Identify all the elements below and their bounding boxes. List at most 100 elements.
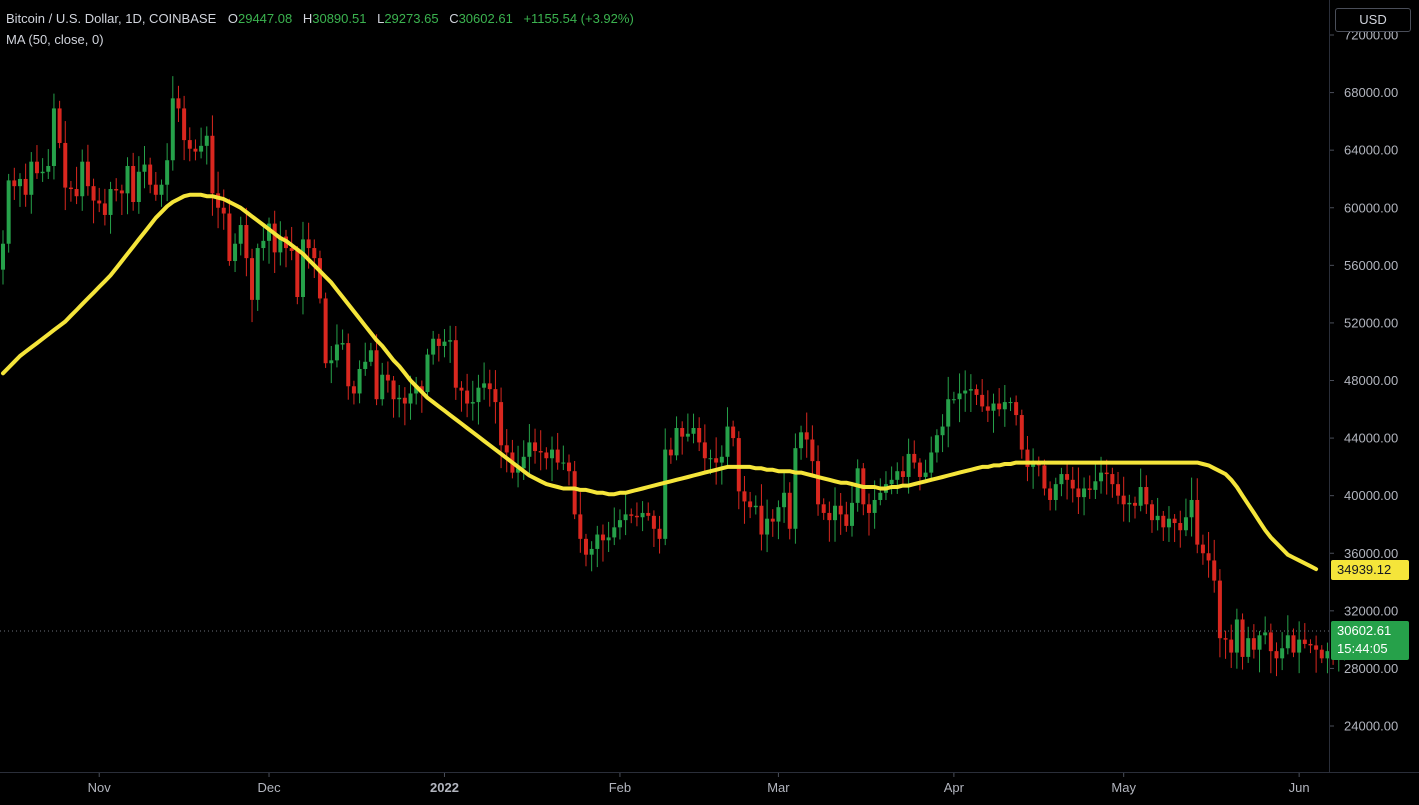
indicator-row[interactable]: MA (50, close, 0) xyxy=(6,29,641,50)
candle-body xyxy=(550,449,555,459)
candle xyxy=(957,373,962,423)
candle xyxy=(504,429,509,473)
candle xyxy=(216,171,221,229)
candle xyxy=(153,171,158,201)
candle-body xyxy=(1116,484,1121,496)
candle-body xyxy=(210,135,215,194)
y-tick-label: 28000.00 xyxy=(1344,661,1398,676)
candle xyxy=(425,348,430,398)
candle xyxy=(165,143,170,202)
candle xyxy=(1263,616,1268,645)
candle xyxy=(419,380,424,413)
candle-body xyxy=(663,449,668,539)
candle-body xyxy=(482,383,487,388)
candle xyxy=(578,492,583,553)
candle xyxy=(1319,645,1324,664)
candle-body xyxy=(1104,472,1109,475)
candle-body xyxy=(448,340,453,342)
candle xyxy=(1025,435,1030,482)
candle xyxy=(533,428,538,464)
candle-body xyxy=(1268,632,1273,652)
candle xyxy=(402,387,407,426)
candle-body xyxy=(68,187,73,190)
candle xyxy=(1223,630,1228,659)
candle-body xyxy=(782,492,787,508)
candle xyxy=(176,85,181,123)
candle-body xyxy=(476,387,481,403)
candle xyxy=(1053,477,1058,511)
symbol-title[interactable]: Bitcoin / U.S. Dollar, 1D, COINBASE xyxy=(6,11,217,26)
candle xyxy=(963,370,968,412)
y-tick-label: 24000.00 xyxy=(1344,719,1398,734)
candle-body xyxy=(787,492,792,529)
candle xyxy=(816,445,821,516)
candle-body xyxy=(714,458,719,463)
candle xyxy=(340,329,345,350)
candle-body xyxy=(238,225,243,244)
candle xyxy=(470,380,475,421)
candle xyxy=(555,432,560,470)
indicator-title[interactable]: MA (50, close, 0) xyxy=(6,32,104,47)
candle-body xyxy=(414,386,419,394)
x-tick-label: May xyxy=(1111,780,1136,795)
candle xyxy=(374,334,379,406)
candle xyxy=(1116,471,1121,505)
candle xyxy=(74,166,79,205)
candle xyxy=(583,533,588,567)
candle-body xyxy=(872,499,877,513)
candle xyxy=(391,376,396,418)
candle-body xyxy=(697,428,702,443)
candle xyxy=(1280,632,1285,671)
candle-body xyxy=(289,248,294,251)
candle-body xyxy=(833,505,838,521)
x-tick-label: Nov xyxy=(88,780,112,795)
candle-body xyxy=(1166,518,1171,528)
candle xyxy=(170,76,175,171)
x-tick-label: Dec xyxy=(257,780,281,795)
candle-body xyxy=(142,164,147,172)
candle-body xyxy=(402,397,407,404)
candle-body xyxy=(640,512,645,518)
candle xyxy=(1183,498,1188,537)
candle xyxy=(946,376,951,448)
candle-body xyxy=(646,512,651,516)
candle xyxy=(12,167,17,200)
candle-body xyxy=(980,394,985,407)
y-tick-label: 48000.00 xyxy=(1344,373,1398,388)
candle xyxy=(102,188,107,226)
candle xyxy=(295,246,300,305)
candle-body xyxy=(589,548,594,555)
low-value: 29273.65 xyxy=(384,11,439,26)
candle xyxy=(731,420,736,447)
candle xyxy=(1314,635,1319,673)
candle xyxy=(482,362,487,400)
candle xyxy=(1246,626,1251,663)
candle-body xyxy=(1280,648,1285,659)
candle xyxy=(51,93,56,180)
candle-body xyxy=(1076,488,1081,498)
y-tick-label: 32000.00 xyxy=(1344,603,1398,618)
candle xyxy=(57,100,62,149)
currency-button[interactable]: USD xyxy=(1335,8,1411,32)
candle-body xyxy=(1206,553,1211,561)
candle xyxy=(368,342,373,367)
candle xyxy=(414,376,419,405)
candle-body xyxy=(850,502,854,526)
candle-body xyxy=(866,504,871,513)
last-price-tag: 30602.61 15:44:05 xyxy=(1331,621,1409,660)
candle-body xyxy=(233,243,238,262)
candle xyxy=(1110,467,1115,498)
candle xyxy=(1070,466,1075,503)
candle-body xyxy=(816,461,821,505)
legend-ohlc-row[interactable]: Bitcoin / U.S. Dollar, 1D, COINBASE O294… xyxy=(6,8,641,29)
candle xyxy=(940,414,945,453)
candle xyxy=(934,429,939,463)
candle-body xyxy=(17,178,22,187)
candle xyxy=(1144,475,1149,514)
candle xyxy=(685,413,690,442)
candle-body xyxy=(951,399,956,401)
candle-body xyxy=(459,387,464,391)
y-axis: 24000.00 28000.00 32000.00 36000.00 40000.00… xyxy=(1329,28,1398,734)
candle xyxy=(436,333,441,362)
